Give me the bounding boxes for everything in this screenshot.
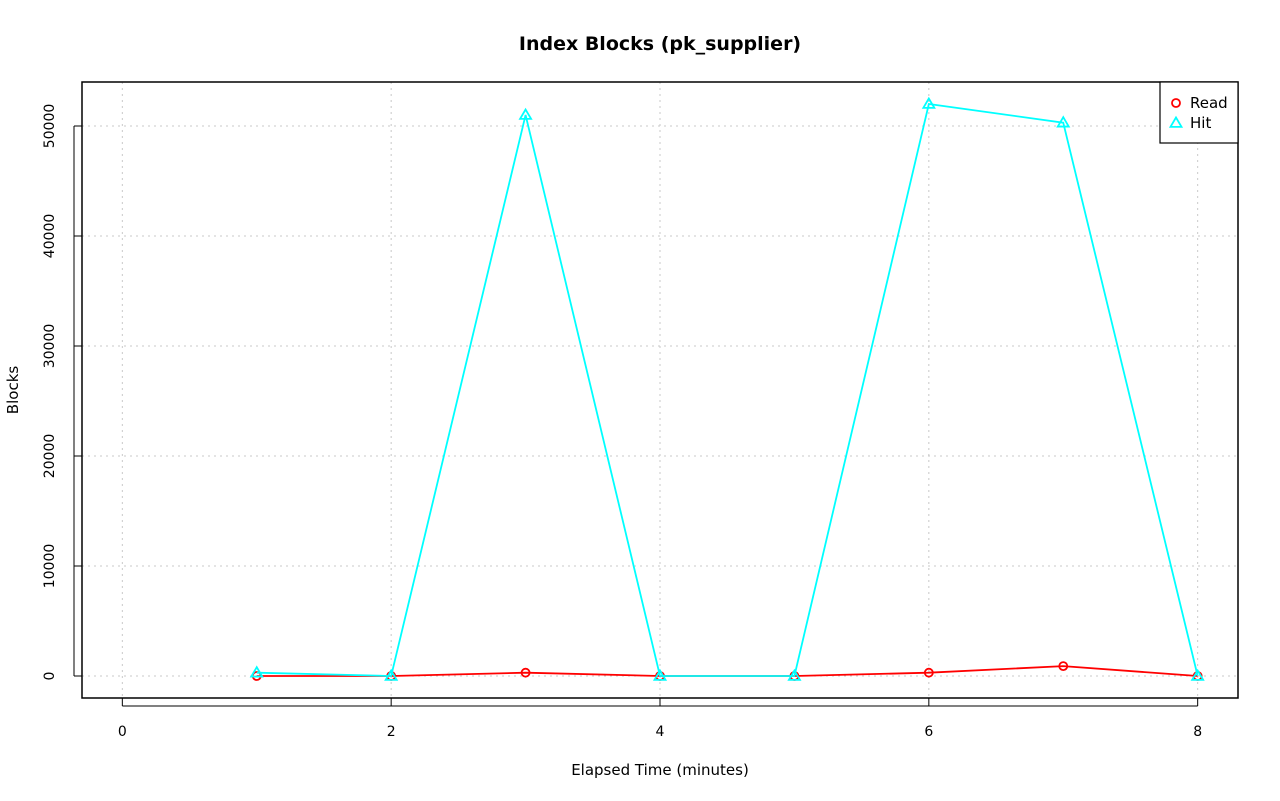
legend-marker-read xyxy=(1171,98,1181,108)
legend-label-read: Read xyxy=(1190,94,1228,112)
legend-entry-read: Read xyxy=(1171,94,1228,112)
data-point-read xyxy=(520,667,531,678)
series-hit-line xyxy=(256,102,1199,677)
x-tick-label: 2 xyxy=(387,724,396,740)
data-point-hit xyxy=(249,665,264,678)
data-point-hit xyxy=(921,96,936,109)
x-tick-label: 8 xyxy=(1193,724,1202,740)
data-point-read xyxy=(1058,661,1069,671)
data-point-hit xyxy=(787,668,802,681)
data-point-hit xyxy=(652,668,668,681)
x-tick-label: 6 xyxy=(924,724,933,740)
legend-entry-hit: Hit xyxy=(1168,114,1211,132)
y-tick-label: 50000 xyxy=(42,104,58,149)
y-axis: 0 10000 20000 30000 40000 50000 xyxy=(42,104,82,681)
y-axis-label: Blocks xyxy=(4,366,22,415)
data-point-read xyxy=(923,667,934,678)
series-layer xyxy=(249,96,1205,681)
legend-marker-hit xyxy=(1168,115,1184,128)
chart-title: Index Blocks (pk_supplier) xyxy=(519,33,801,55)
x-axis-label: Elapsed Time (minutes) xyxy=(571,761,749,779)
y-tick-label: 0 xyxy=(42,672,58,681)
data-point-hit xyxy=(518,107,533,120)
data-point-hit xyxy=(384,668,399,681)
data-point-hit xyxy=(1190,668,1205,681)
grid xyxy=(82,82,1238,698)
y-tick-label: 30000 xyxy=(42,324,58,369)
y-tick-label: 20000 xyxy=(42,434,58,479)
legend: Read Hit xyxy=(1159,81,1239,144)
series-read-line xyxy=(256,665,1198,677)
x-tick-label: 0 xyxy=(118,724,127,740)
data-point-hit xyxy=(1056,115,1071,128)
y-tick-label: 40000 xyxy=(42,214,58,259)
x-axis: 0 2 4 6 8 xyxy=(118,698,1202,740)
x-tick-label: 4 xyxy=(656,724,665,740)
legend-label-hit: Hit xyxy=(1190,114,1211,132)
legend-box xyxy=(1159,81,1239,144)
y-tick-label: 10000 xyxy=(42,544,58,589)
series-hit xyxy=(249,96,1205,681)
